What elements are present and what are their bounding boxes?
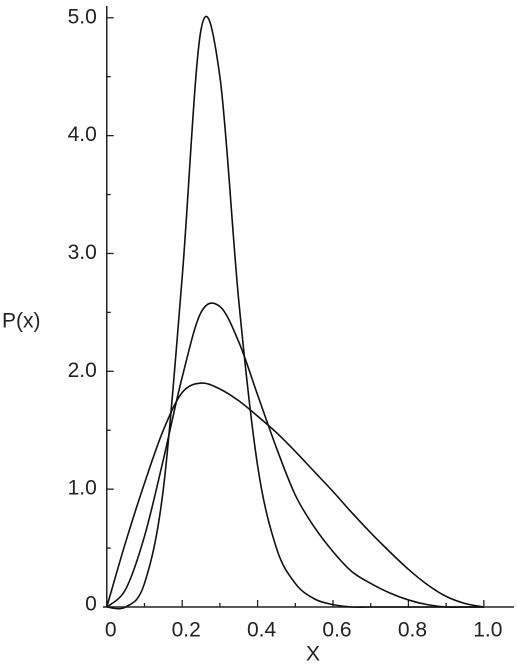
curve bbox=[106, 15, 484, 610]
y-axis-label: P(x) bbox=[2, 310, 41, 333]
curve bbox=[106, 302, 484, 608]
y-tick-label: 0 bbox=[85, 593, 97, 616]
curve bbox=[106, 382, 484, 608]
x-tick-label: 0.8 bbox=[398, 619, 427, 642]
y-tick-label: 3.0 bbox=[68, 241, 97, 264]
x-tick-label: 0 bbox=[105, 619, 117, 642]
x-tick-label: 0.4 bbox=[247, 619, 277, 642]
x-tick-label: 1.0 bbox=[473, 619, 502, 642]
x-axis-label: X bbox=[306, 643, 320, 666]
y-tick-label: 4.0 bbox=[68, 123, 97, 146]
y-tick-label: 1.0 bbox=[68, 477, 97, 500]
y-tick-label: 5.0 bbox=[68, 5, 97, 28]
x-tick-label: 0.2 bbox=[172, 619, 201, 642]
x-tick-label: 0.6 bbox=[322, 619, 351, 642]
y-tick-label: 2.0 bbox=[68, 359, 97, 382]
